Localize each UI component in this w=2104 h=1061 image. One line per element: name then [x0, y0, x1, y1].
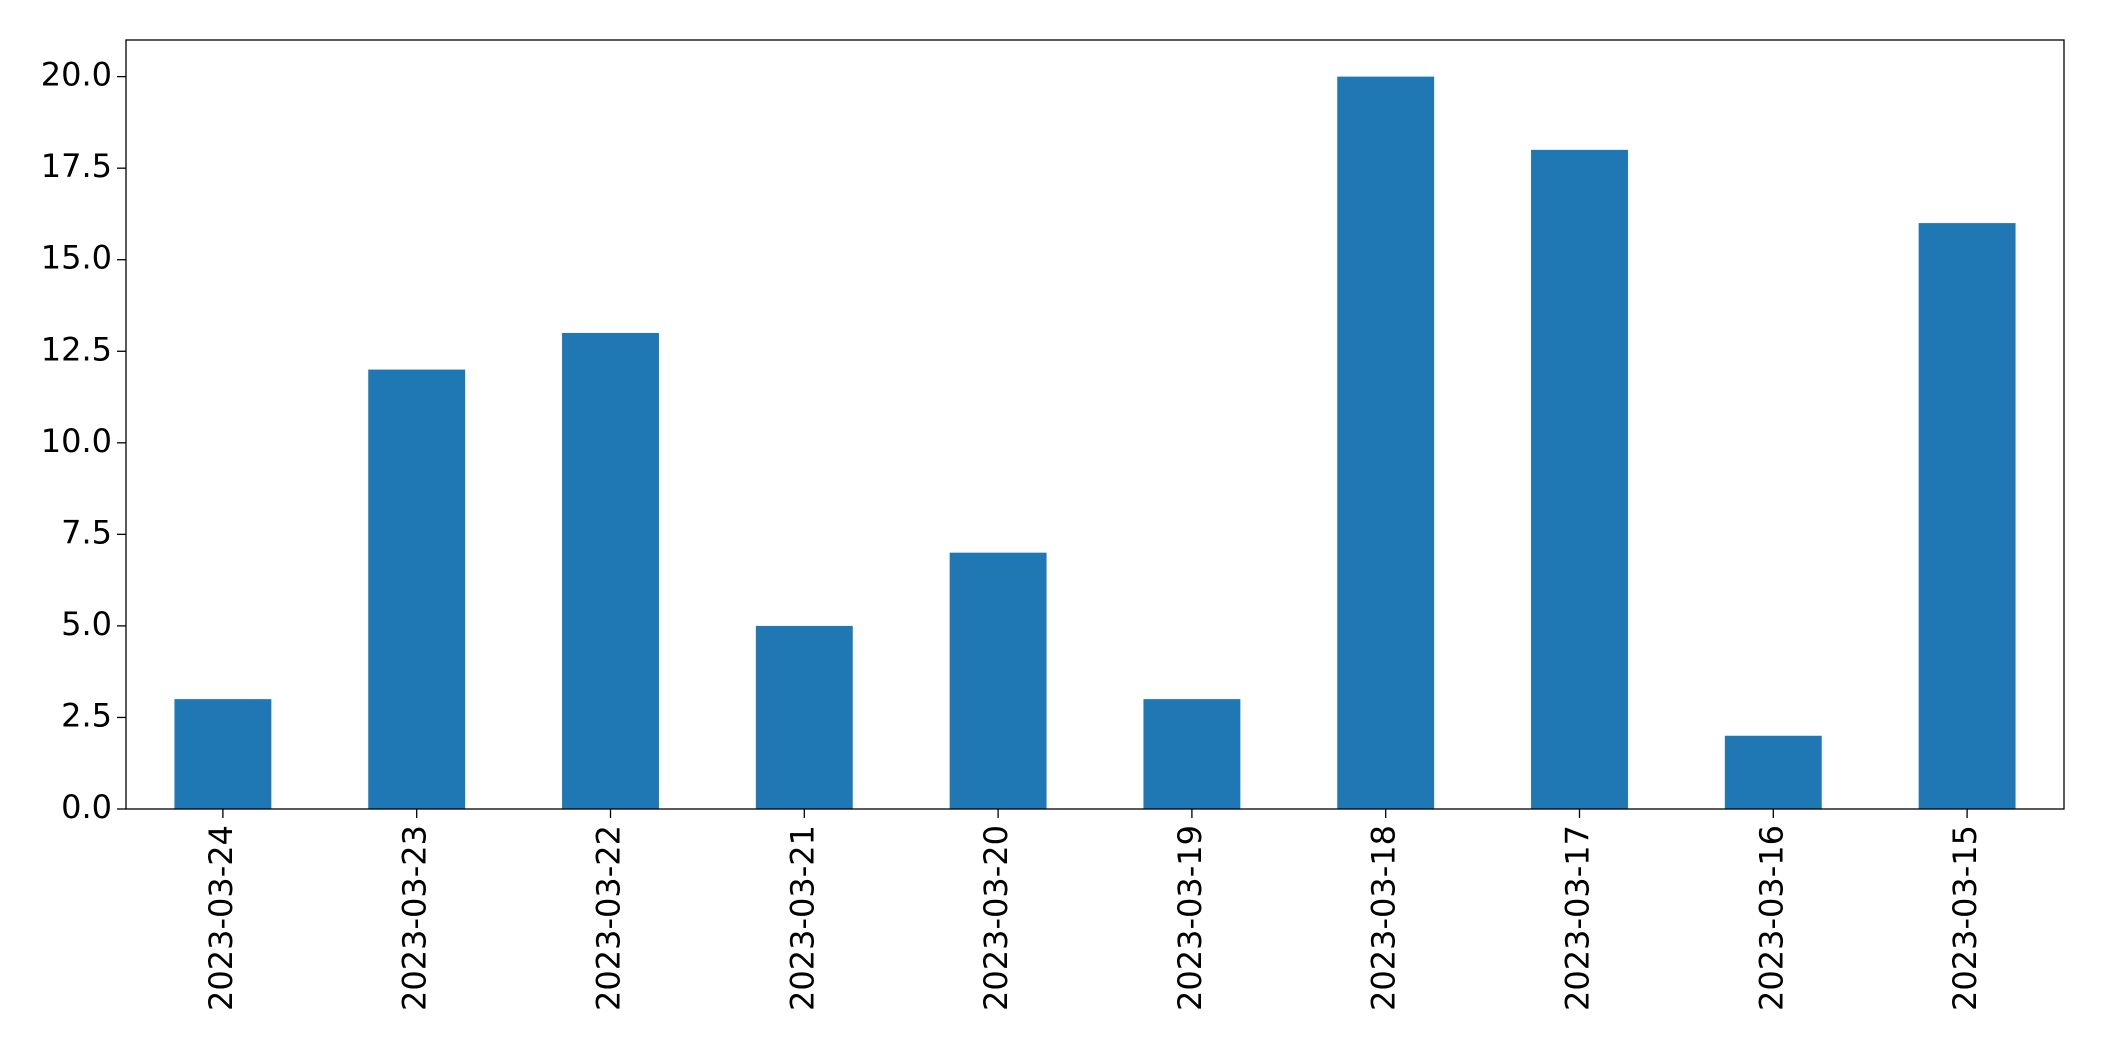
y-tick-label: 15.0: [41, 239, 112, 277]
bar: [755, 625, 853, 809]
y-tick-label: 5.0: [61, 605, 112, 643]
y-tick-label: 12.5: [41, 330, 112, 368]
y-tick-label: 10.0: [41, 422, 112, 460]
bar: [1531, 149, 1628, 809]
bar: [368, 369, 466, 809]
x-tick-label: 2023-03-17: [1559, 825, 1597, 1011]
x-tick-label: 2023-03-16: [1752, 825, 1790, 1011]
bar: [1918, 223, 2016, 810]
y-tick-label: 2.5: [61, 696, 112, 734]
x-tick-label: 2023-03-22: [590, 825, 628, 1011]
bar: [174, 699, 272, 809]
y-tick-label: 20.0: [41, 56, 112, 94]
y-tick-label: 0.0: [61, 788, 112, 826]
bar: [562, 332, 659, 809]
bar: [1143, 699, 1241, 809]
plot-frame: [125, 39, 2065, 810]
y-tick-label: 7.5: [61, 513, 112, 551]
x-tick-label: 2023-03-19: [1171, 825, 1209, 1011]
x-tick-label: 2023-03-21: [783, 825, 821, 1011]
bar: [1724, 735, 1822, 809]
bar: [1337, 76, 1435, 810]
x-tick-label: 2023-03-24: [202, 825, 240, 1011]
x-tick-label: 2023-03-20: [977, 825, 1015, 1011]
x-tick-label: 2023-03-23: [396, 825, 434, 1011]
x-tick-label: 2023-03-18: [1365, 825, 1403, 1011]
bar: [949, 552, 1047, 809]
x-tick-label: 2023-03-15: [1946, 825, 1984, 1011]
y-tick-label: 17.5: [41, 147, 112, 185]
